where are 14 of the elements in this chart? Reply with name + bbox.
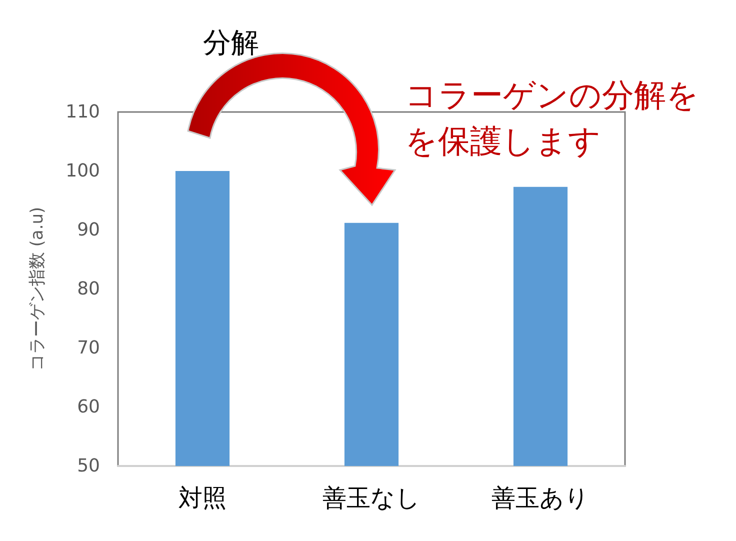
text: 分解 [203,26,259,59]
annotation: コラーゲンの分解を [405,76,699,114]
y-tick-label: 110 [66,102,100,122]
y-tick-label: 50 [77,456,100,476]
y-tick-label: 80 [77,278,100,300]
y-tick-label: 60 [77,396,100,418]
y-axis-title: コラーゲン指数 (a.u) [28,206,48,372]
y-tick-label: 100 [66,160,100,182]
y-tick-label: 70 [77,338,100,358]
x-tick-label: 善玉あり [492,484,590,512]
annotation: を保護します [405,122,601,160]
x-tick-label: 善玉なし [322,484,420,512]
x-tick-label: 対照 [178,484,226,512]
y-tick-label: 90 [77,220,100,240]
